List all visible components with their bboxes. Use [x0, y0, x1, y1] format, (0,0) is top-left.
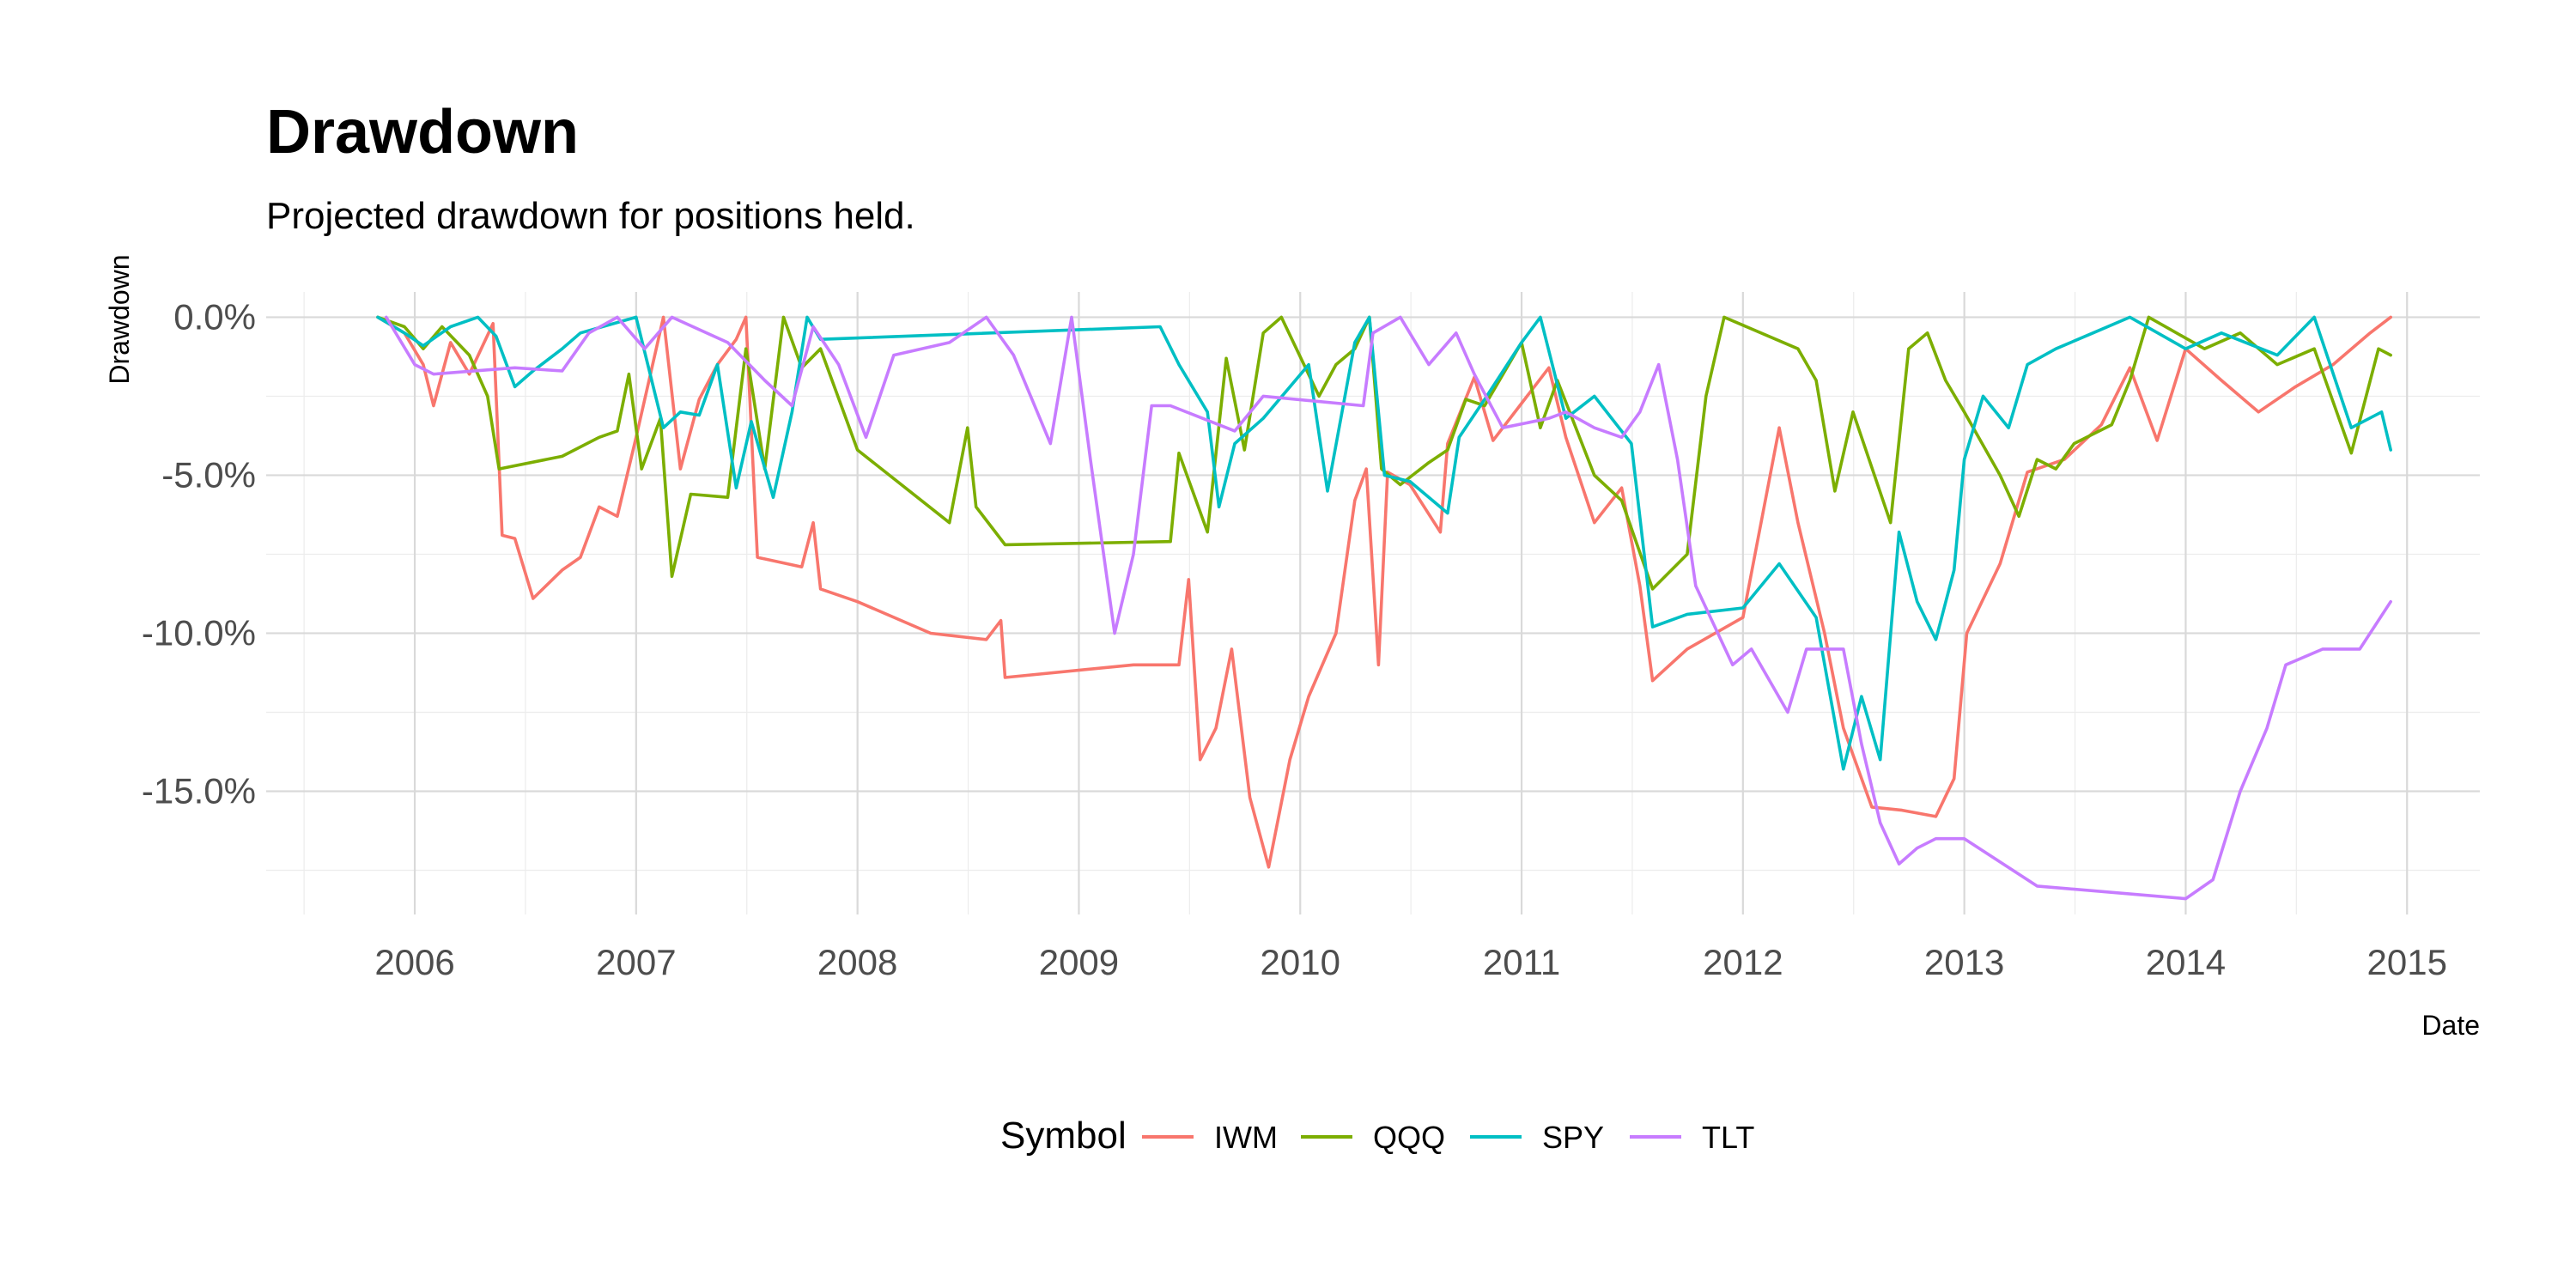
y-tick-label: -15.0% — [142, 770, 256, 811]
series-line-iwm — [376, 315, 2392, 869]
minor-gridlines — [266, 292, 2480, 914]
x-tick-label: 2012 — [1703, 942, 1783, 982]
y-tick-label: -5.0% — [161, 454, 256, 495]
y-tick-label: -10.0% — [142, 612, 256, 653]
major-gridlines — [266, 292, 2480, 914]
chart-title: Drawdown — [266, 98, 579, 167]
legend: Symbol IWM QQQ SPY TLT — [1000, 1115, 1754, 1157]
x-tick-label: 2006 — [374, 942, 454, 982]
x-tick-label: 2010 — [1261, 942, 1340, 982]
legend-label-tlt: TLT — [1702, 1120, 1754, 1155]
x-tick-label: 2014 — [2146, 942, 2226, 982]
x-tick-label: 2011 — [1483, 942, 1560, 982]
x-tick-label: 2008 — [817, 942, 897, 982]
legend-title: Symbol — [1000, 1115, 1127, 1157]
x-tick-label: 2009 — [1039, 942, 1119, 982]
legend-label-qqq: QQQ — [1373, 1120, 1445, 1155]
y-tick-label: 0.0% — [173, 296, 256, 337]
x-tick-label: 2015 — [2367, 942, 2447, 982]
series-line-spy — [376, 315, 2392, 771]
y-axis-ticks: 0.0% -5.0% -10.0% -15.0% — [142, 296, 256, 811]
x-axis-label: Date — [2421, 1010, 2480, 1041]
series-lines — [376, 315, 2392, 901]
x-tick-label: 2007 — [596, 942, 676, 982]
x-axis-ticks: 2006 2007 2008 2009 2010 2011 2012 2013 2014 2015 — [374, 942, 2447, 982]
y-axis-label: Drawdown — [104, 254, 135, 384]
chart-subtitle: Projected drawdown for positions held. — [266, 195, 915, 237]
series-line-tlt — [385, 315, 2392, 901]
x-tick-label: 2013 — [1924, 942, 2004, 982]
legend-label-spy: SPY — [1542, 1120, 1604, 1155]
legend-label-iwm: IWM — [1214, 1120, 1278, 1155]
